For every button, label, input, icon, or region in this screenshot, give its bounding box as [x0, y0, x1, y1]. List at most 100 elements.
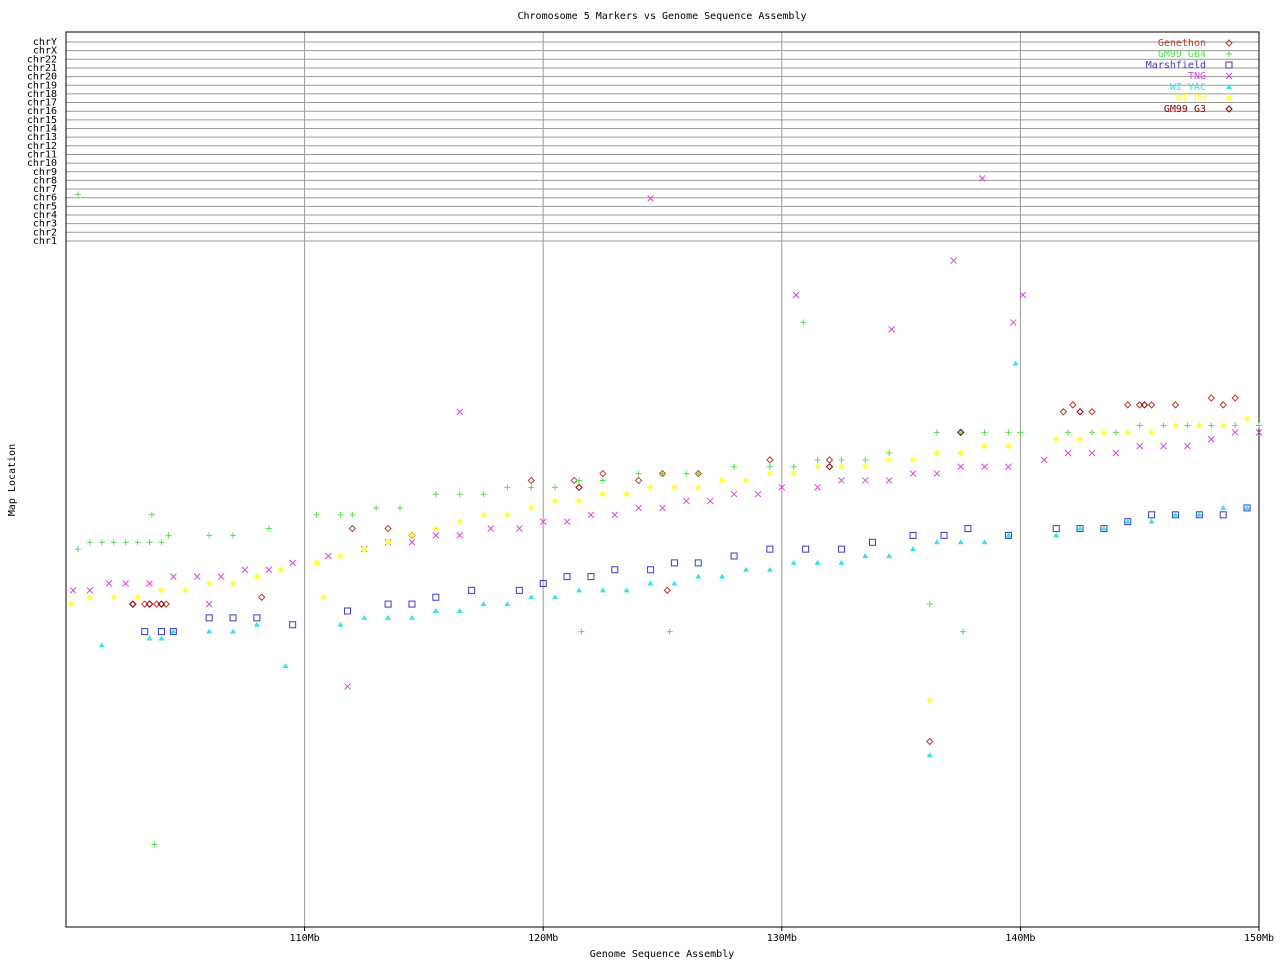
data-point [1069, 401, 1077, 409]
data-point [563, 573, 571, 581]
data-point [74, 546, 81, 553]
data-point [504, 601, 511, 607]
data-point [1184, 422, 1191, 429]
data-point [468, 586, 476, 594]
series-gm99-gb4 [74, 191, 1262, 848]
data-point [754, 490, 762, 498]
chromosome-row-label: chr7 [33, 184, 57, 195]
data-point [110, 594, 117, 601]
data-point [337, 553, 344, 560]
data-point [289, 559, 297, 567]
data-point [694, 559, 702, 567]
data-point [825, 456, 834, 464]
data-point [578, 628, 585, 635]
data-point [408, 538, 416, 546]
data-point [670, 559, 678, 567]
data-point [862, 463, 869, 470]
data-point [361, 546, 368, 553]
data-point [152, 600, 161, 608]
chromosome-row-label: chr13 [27, 132, 57, 143]
data-point [182, 587, 189, 594]
data-point [647, 484, 654, 491]
data-point [1196, 511, 1203, 517]
chromosome-row-label: chr12 [27, 141, 57, 152]
data-point [599, 587, 606, 593]
data-point [539, 580, 547, 587]
x-tick-label: 110Mb [290, 933, 320, 944]
data-point [552, 498, 559, 505]
data-point [647, 566, 655, 574]
x-tick-label: 150Mb [1244, 933, 1274, 944]
data-point [1012, 360, 1019, 366]
data-point [706, 497, 714, 505]
data-point [885, 477, 893, 484]
data-point [790, 559, 797, 565]
data-point [719, 573, 726, 579]
chromosome-row-label: chr6 [33, 193, 57, 204]
data-point [730, 490, 738, 498]
data-point [1208, 422, 1215, 429]
legend-marker [1226, 51, 1232, 57]
chromosome-row-label: chr15 [27, 115, 57, 126]
legend-label: WI RH [1176, 93, 1206, 104]
data-point [563, 518, 571, 526]
data-point [695, 484, 702, 491]
data-point [862, 553, 869, 559]
data-point [67, 601, 74, 608]
data-point [659, 504, 666, 512]
chromosome-grid: chrYchrXchr22chr21chr20chr19chr18chr17ch… [27, 37, 1259, 247]
data-point [1052, 525, 1060, 533]
data-point [886, 449, 893, 456]
data-point [575, 483, 583, 492]
data-point [384, 524, 392, 533]
x-tick-labels: 110Mb 120Mb 130Mb 140Mb 150Mb [290, 933, 1275, 944]
data-point [838, 559, 845, 565]
data-point [337, 511, 344, 518]
data-point [981, 443, 988, 450]
data-point [408, 614, 415, 620]
data-point [837, 545, 845, 553]
data-point [683, 470, 690, 477]
data-point [960, 628, 967, 635]
data-point [86, 587, 94, 594]
data-point [432, 607, 439, 613]
data-point [158, 587, 165, 594]
data-point [611, 511, 619, 519]
data-point [766, 456, 774, 464]
data-point [731, 463, 738, 470]
data-point [69, 587, 77, 594]
data-point [599, 491, 606, 498]
data-point [671, 484, 678, 491]
data-point [141, 600, 149, 608]
data-point [1184, 442, 1191, 450]
data-point [1147, 401, 1156, 409]
legend-label: WI YAC [1170, 82, 1206, 93]
data-point [909, 531, 917, 539]
data-point [157, 600, 166, 608]
data-point [146, 539, 153, 546]
chromosome-row-label: chr2 [33, 227, 57, 238]
data-point [86, 539, 93, 546]
data-point [683, 497, 690, 505]
data-point [282, 662, 289, 668]
data-point [766, 545, 774, 553]
data-point [348, 524, 357, 533]
data-point [1065, 429, 1072, 436]
data-point [145, 600, 154, 608]
data-point [909, 470, 917, 477]
chromosome-row-label: chr21 [27, 63, 57, 74]
data-point [504, 511, 511, 518]
data-point [888, 325, 895, 333]
data-point [552, 484, 559, 491]
data-point [599, 477, 606, 484]
data-point [868, 538, 876, 546]
data-point [456, 532, 464, 539]
data-point [778, 483, 786, 491]
data-point [337, 621, 344, 627]
series-marshfield [141, 504, 1251, 636]
data-point [1148, 511, 1156, 519]
data-point [408, 600, 416, 608]
data-point [1005, 443, 1012, 450]
data-point [1196, 422, 1203, 429]
